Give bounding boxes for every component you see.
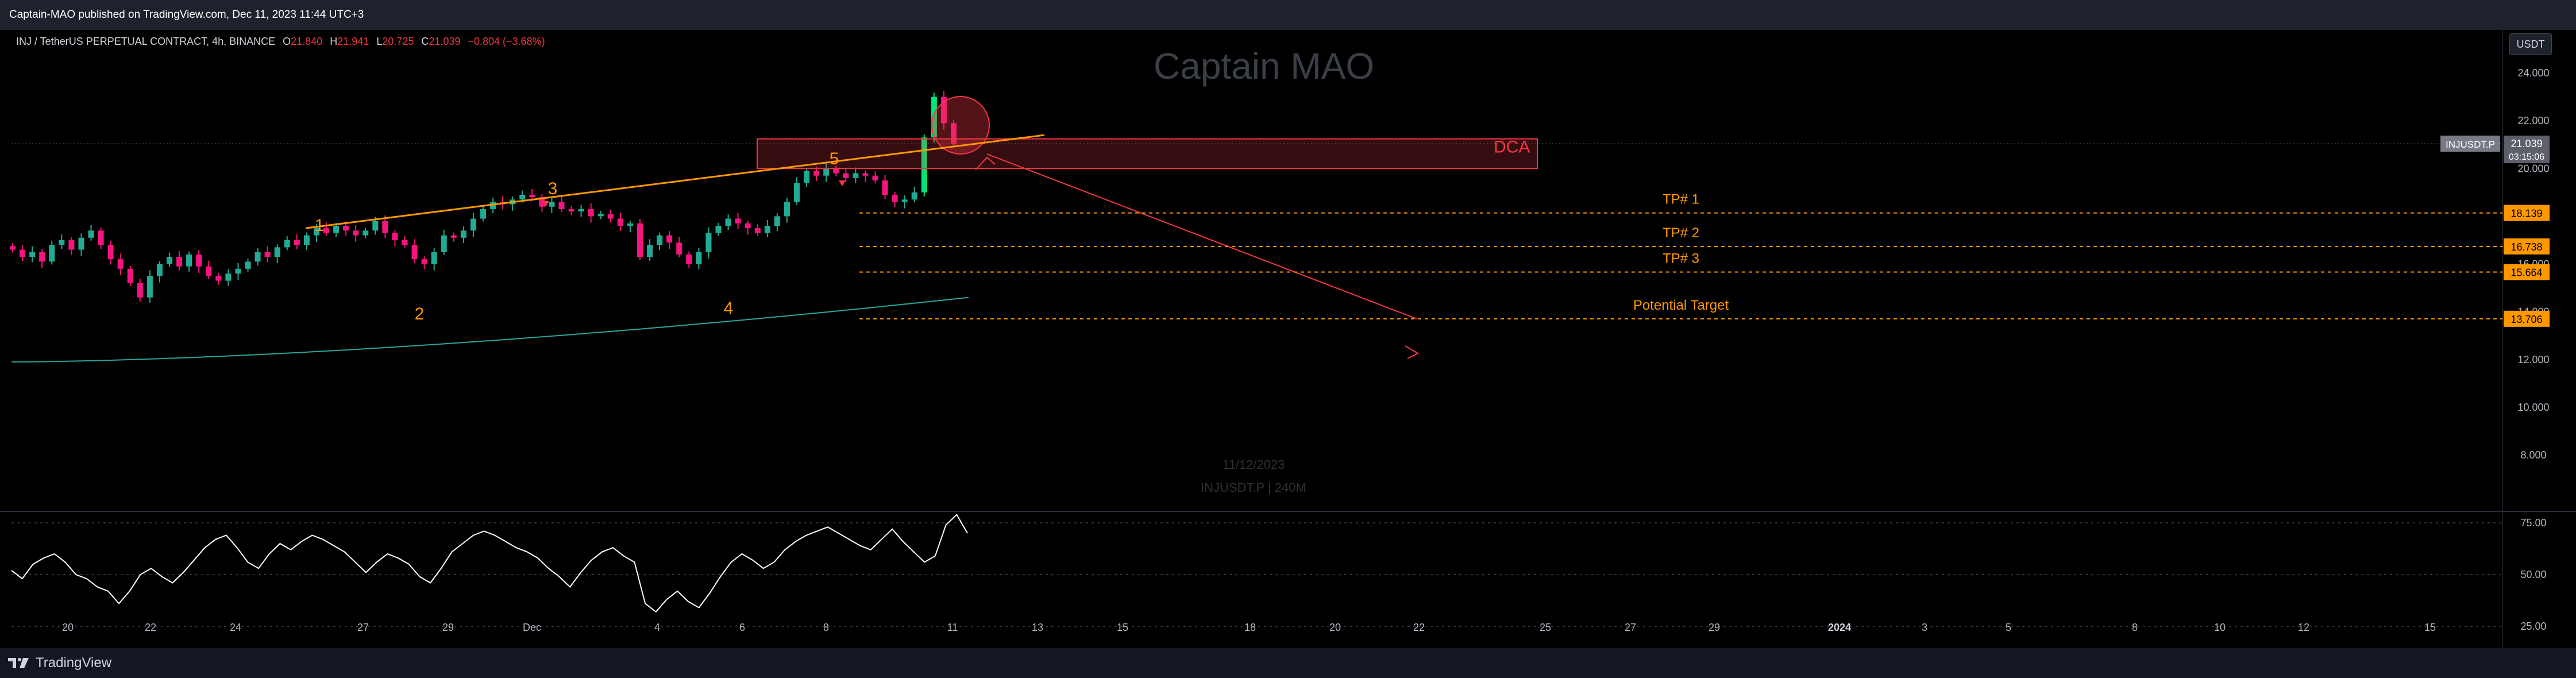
change-value: −0.804 (−3.68%) — [468, 36, 545, 47]
footer-bar: TradingView — [0, 648, 2576, 678]
close-label: C — [421, 36, 429, 47]
watermark-date: 11/12/2023 — [1223, 457, 1285, 472]
publish-info: Captain-MAO published on TradingView.com… — [9, 9, 364, 21]
open-value: 21.840 — [291, 36, 323, 47]
currency-button[interactable]: USDT — [2509, 33, 2552, 55]
watermark-symbol: INJUSDT.P | 240M — [1201, 480, 1306, 495]
high-value: 21.941 — [337, 36, 369, 47]
open-label: O — [283, 36, 291, 47]
low-value: 20.725 — [382, 36, 414, 47]
footer-brand: TradingView — [36, 655, 112, 671]
high-label: H — [330, 36, 338, 47]
tradingview-logo-icon[interactable] — [8, 657, 30, 669]
publish-bar: Captain-MAO published on TradingView.com… — [0, 0, 2576, 30]
chart-watermark: Captain MAO — [1154, 45, 1375, 87]
price-scale-divider — [2502, 30, 2503, 648]
close-value: 21.039 — [429, 36, 461, 47]
symbol-title[interactable]: INJ / TetherUS PERPETUAL CONTRACT, 4h, B… — [16, 36, 276, 47]
symbol-legend: INJ / TetherUS PERPETUAL CONTRACT, 4h, B… — [16, 36, 545, 48]
chart-area[interactable] — [0, 30, 2576, 648]
low-label: L — [376, 36, 383, 47]
